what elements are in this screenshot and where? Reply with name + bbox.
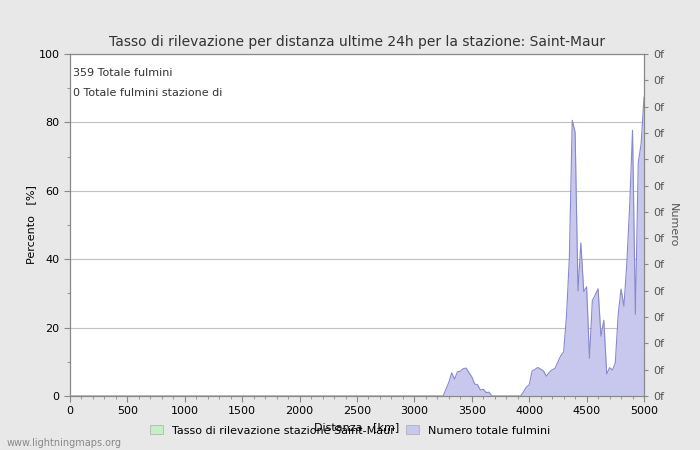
Text: 0 Totale fulmini stazione di: 0 Totale fulmini stazione di	[74, 88, 223, 98]
Text: 359 Totale fulmini: 359 Totale fulmini	[74, 68, 173, 78]
X-axis label: Distanza   [km]: Distanza [km]	[314, 422, 400, 432]
Title: Tasso di rilevazione per distanza ultime 24h per la stazione: Saint-Maur: Tasso di rilevazione per distanza ultime…	[109, 35, 605, 49]
Text: www.lightningmaps.org: www.lightningmaps.org	[7, 437, 122, 447]
Y-axis label: Numero: Numero	[668, 203, 678, 247]
Legend: Tasso di rilevazione stazione Saint-Maur, Numero totale fulmini: Tasso di rilevazione stazione Saint-Maur…	[145, 421, 555, 440]
Y-axis label: Percento   [%]: Percento [%]	[26, 185, 36, 265]
